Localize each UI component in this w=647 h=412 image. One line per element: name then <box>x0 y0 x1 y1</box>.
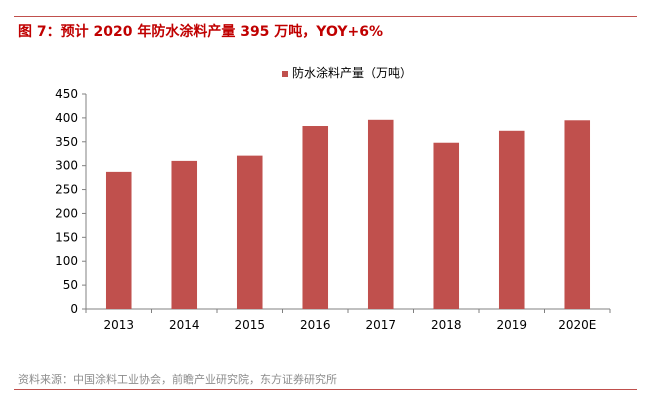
bar-2017 <box>367 119 394 309</box>
legend: 防水涂料产量（万吨） <box>282 65 412 80</box>
legend-label: 防水涂料产量（万吨） <box>292 65 412 80</box>
x-tick-label: 2013 <box>103 318 134 332</box>
y-tick-label: 50 <box>63 278 78 292</box>
bar-series <box>105 119 591 310</box>
x-tick-label: 2014 <box>169 318 200 332</box>
y-tick-label: 350 <box>55 135 78 149</box>
y-tick-label: 250 <box>55 183 78 197</box>
y-tick-label: 200 <box>55 206 78 220</box>
bar-2016 <box>302 126 329 309</box>
x-tick-label: 2017 <box>365 318 396 332</box>
x-tick-label: 2019 <box>496 318 527 332</box>
bar-2014 <box>171 160 198 309</box>
bar-2013 <box>105 171 132 309</box>
y-tick-label: 300 <box>55 159 78 173</box>
source-note: 资料来源：中国涂料工业协会，前瞻产业研究院，东方证券研究所 <box>18 373 337 386</box>
bar-2015 <box>236 155 263 309</box>
x-tick-label: 2020E <box>558 318 596 332</box>
y-tick-label: 400 <box>55 111 78 125</box>
x-tick-label: 2016 <box>300 318 331 332</box>
y-tick-label: 150 <box>55 230 78 244</box>
x-tick-label: 2015 <box>234 318 265 332</box>
bar-2019 <box>498 130 525 309</box>
y-tick-label: 100 <box>55 254 78 268</box>
y-tick-label: 0 <box>70 302 78 316</box>
x-tick-label: 2018 <box>431 318 462 332</box>
figure-title: 图 7：预计 2020 年防水涂料产量 395 万吨，YOY+6% <box>18 24 383 40</box>
bar-2020E <box>564 120 591 310</box>
y-axis: 0 50 100 150 200 250 300 350 400 450 <box>55 87 87 316</box>
y-tick-label: 450 <box>55 87 78 101</box>
legend-swatch <box>282 71 288 77</box>
x-axis: 2013 2014 2015 2016 2017 2018 2019 2020E <box>85 308 611 332</box>
bar-2018 <box>433 142 460 309</box>
bottom-rule <box>14 389 637 390</box>
top-rule <box>14 16 637 17</box>
